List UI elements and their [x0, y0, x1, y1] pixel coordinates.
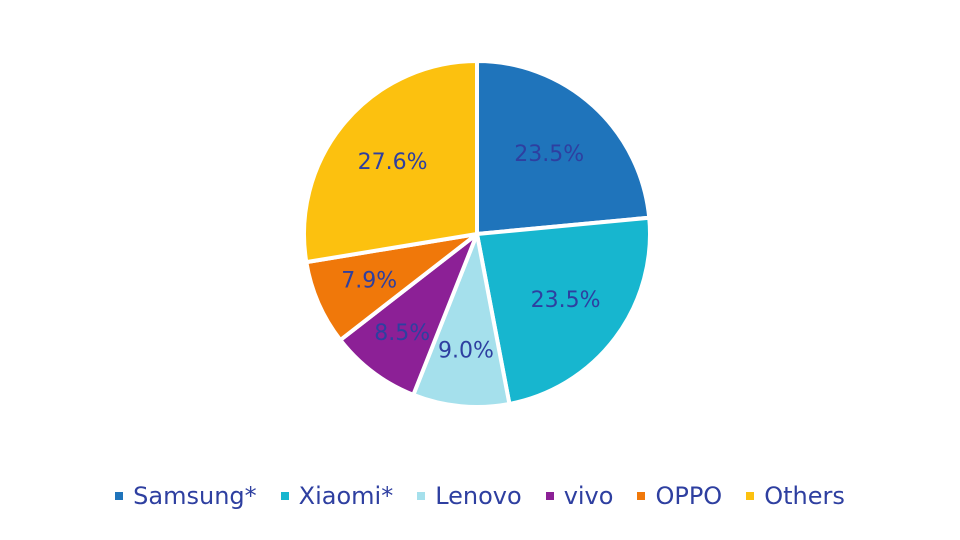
legend-item-samsung: Samsung*: [115, 482, 257, 510]
pie-slice-others: [302, 59, 479, 265]
legend-swatch: [637, 492, 646, 500]
data-label-xiaomi: 23.5%: [531, 288, 601, 313]
data-label-samsung: 23.5%: [514, 142, 584, 167]
legend-swatch: [115, 492, 124, 500]
legend-swatch: [417, 492, 426, 500]
legend-swatch: [746, 492, 755, 500]
data-label-others: 27.6%: [358, 150, 428, 175]
data-label-lenovo: 9.0%: [438, 339, 494, 364]
legend-item-vivo: vivo: [545, 482, 614, 510]
legend: Samsung* Xiaomi* Lenovo vivo OPPO Others: [0, 482, 960, 510]
legend-label: vivo: [563, 482, 614, 510]
legend-item-xiaomi: Xiaomi*: [280, 482, 394, 510]
pie-slice-samsung: [475, 59, 652, 236]
legend-label: Lenovo: [435, 482, 522, 510]
pie-data-labels: 23.5% 23.5% 9.0% 8.5% 7.9% 27.6%: [341, 142, 600, 363]
legend-swatch: [280, 492, 289, 500]
legend-label: Others: [764, 482, 845, 510]
data-label-vivo: 8.5%: [374, 321, 430, 346]
data-label-oppo: 7.9%: [341, 269, 397, 294]
legend-item-oppo: OPPO: [637, 482, 722, 510]
legend-item-others: Others: [746, 482, 845, 510]
legend-item-lenovo: Lenovo: [417, 482, 522, 510]
legend-label: Xiaomi*: [298, 482, 394, 510]
pie-slice-xiaomi: [475, 215, 652, 406]
legend-swatch: [545, 492, 554, 500]
pie-slices: [302, 59, 652, 409]
legend-label: OPPO: [655, 482, 723, 510]
legend-label: Samsung*: [133, 482, 257, 510]
